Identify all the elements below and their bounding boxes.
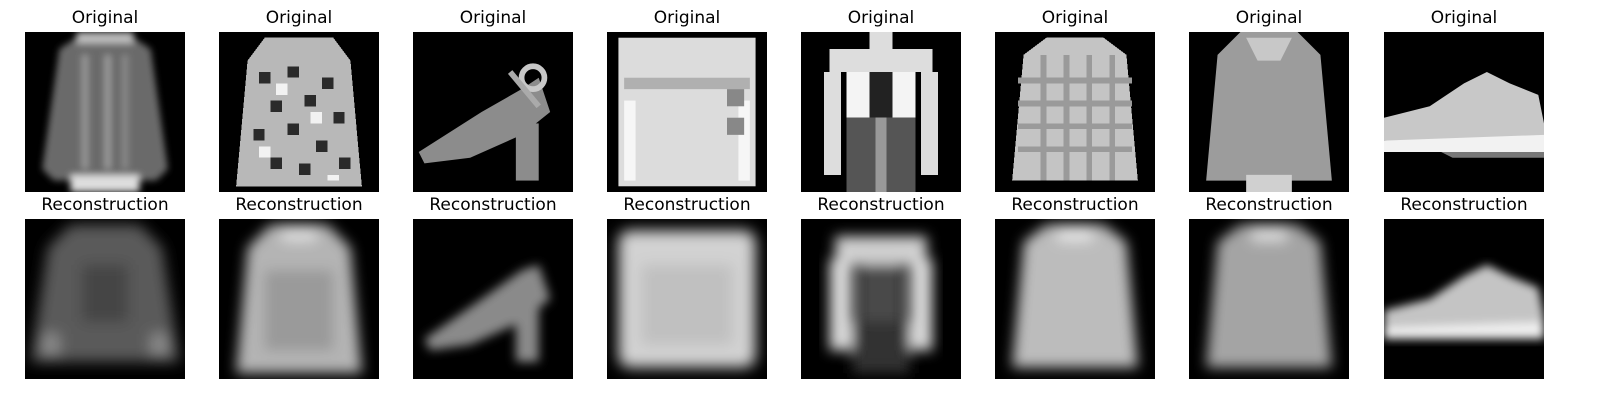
original-image-bag (607, 32, 767, 192)
original-image-coat (801, 32, 961, 192)
original-image-top (25, 32, 185, 192)
reconstruction-image-sandal (413, 219, 573, 379)
panel-title: Original (265, 8, 333, 28)
reconstruction-image-bag (607, 219, 767, 379)
original-image-pullover (1189, 32, 1349, 192)
panel-title: Original (71, 8, 139, 28)
original-image-shirt (219, 32, 379, 192)
panel-title: Reconstruction (1011, 195, 1139, 215)
reconstruction-image-pullover (1189, 219, 1349, 379)
reconstruction-image-shirt (219, 219, 379, 379)
panel-title: Reconstruction (41, 195, 169, 215)
original-image-sneaker (1384, 32, 1544, 192)
panel-title: Reconstruction (623, 195, 751, 215)
reconstruction-image-sneaker (1384, 219, 1544, 379)
original-image-sandal (413, 32, 573, 192)
original-image-plaid-shirt (995, 32, 1155, 192)
panel-title: Reconstruction (429, 195, 557, 215)
panel-title: Reconstruction (1205, 195, 1333, 215)
reconstruction-image-coat (801, 219, 961, 379)
panel-title: Reconstruction (817, 195, 945, 215)
panel-title: Original (1235, 8, 1303, 28)
panel-title: Reconstruction (235, 195, 363, 215)
panel-title: Original (459, 8, 527, 28)
panel-title: Original (847, 8, 915, 28)
reconstruction-image-top (25, 219, 185, 379)
panel-title: Original (653, 8, 721, 28)
panel-title: Original (1430, 8, 1498, 28)
panel-title: Reconstruction (1400, 195, 1528, 215)
panel-title: Original (1041, 8, 1109, 28)
reconstruction-image-plaid-shirt (995, 219, 1155, 379)
